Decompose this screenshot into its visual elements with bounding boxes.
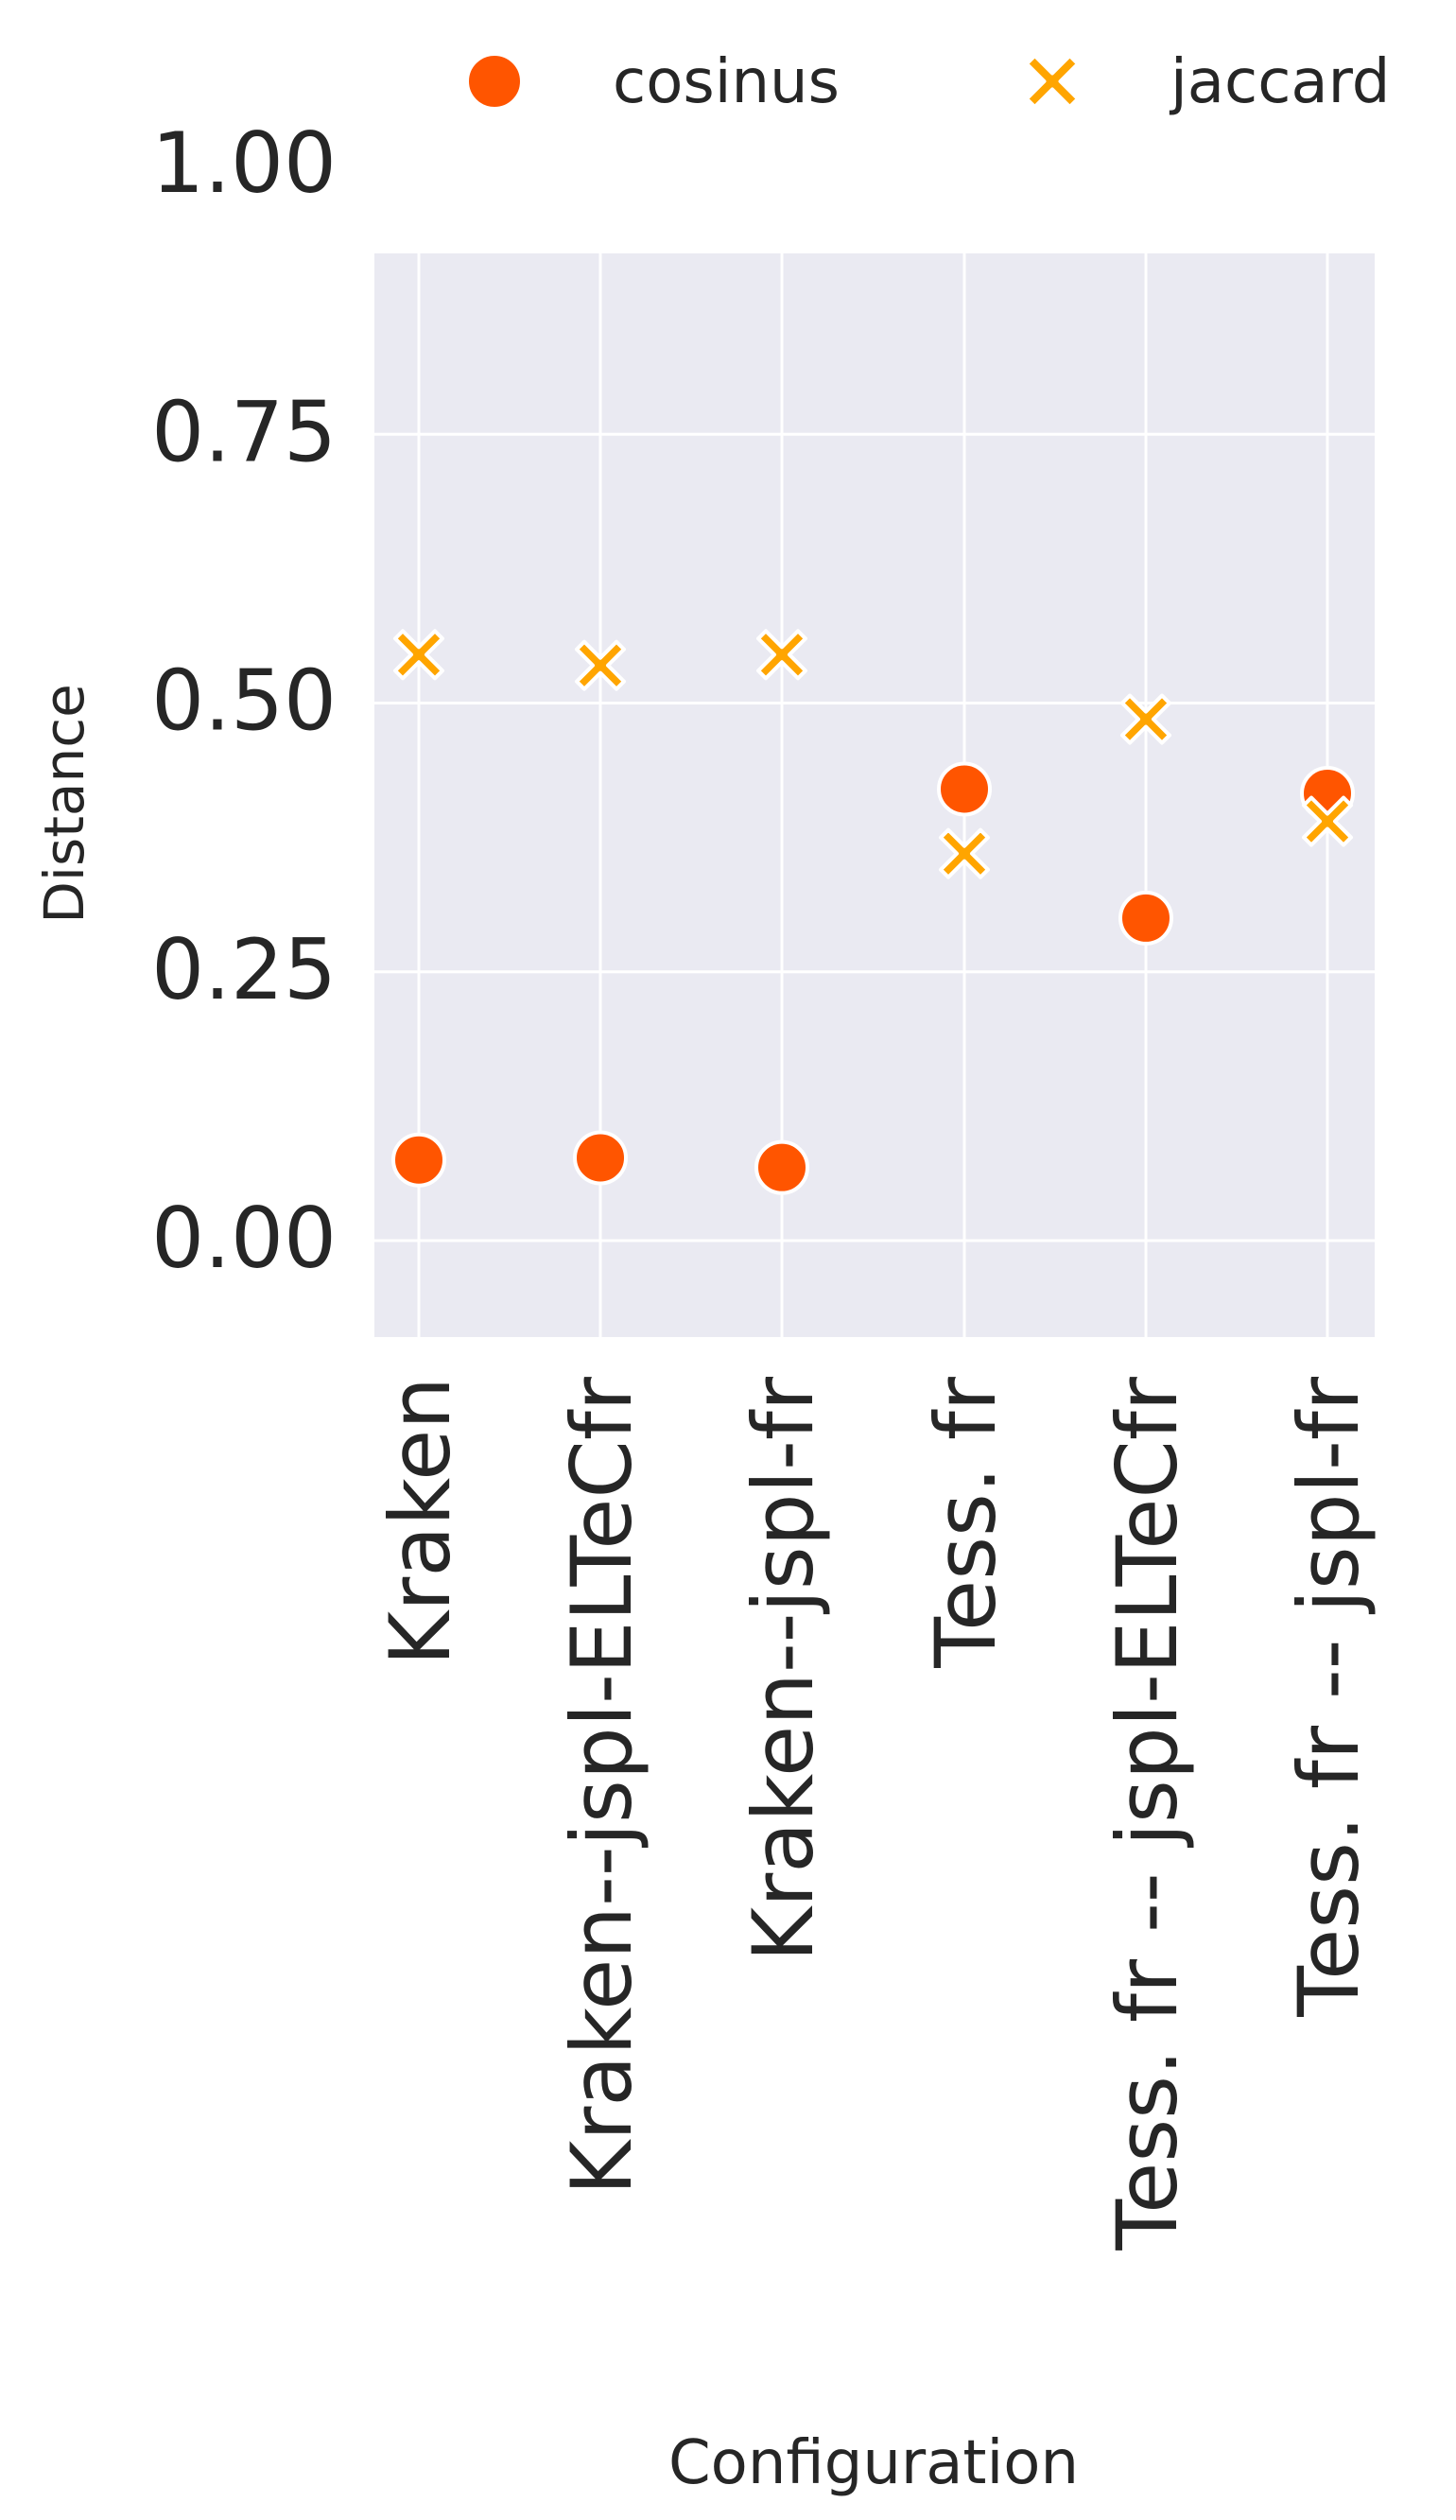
jaccard-point xyxy=(575,639,626,691)
x-tick-label: Tess. fr -- jspl-fr xyxy=(1280,1376,1378,2018)
cosinus-point xyxy=(937,761,992,817)
legend-cosinus-label: cosinus xyxy=(613,47,840,117)
x-axis-label: Configuration xyxy=(668,2428,1079,2498)
jaccard-point xyxy=(393,629,444,681)
jaccard-point xyxy=(939,827,990,879)
y-axis-label: Distance xyxy=(32,684,96,924)
jaccard-point xyxy=(756,629,807,681)
legend-jaccard-marker xyxy=(1025,54,1080,109)
jaccard-point xyxy=(1120,693,1171,745)
y-tick-label: 0.75 xyxy=(151,383,337,480)
y-tick-label: 0.50 xyxy=(151,652,337,750)
grid-lines xyxy=(374,253,1375,1337)
cosinus-point xyxy=(754,1139,809,1195)
x-tick-label: Kraken--jspl-ELTeCfr xyxy=(553,1376,650,2195)
x-tick-label: Kraken--jspl-fr xyxy=(735,1376,832,1961)
cosinus-point xyxy=(573,1130,628,1186)
plot-area xyxy=(374,253,1375,1337)
y-tick-label: 0.00 xyxy=(151,1190,337,1287)
y-tick-label: 0.25 xyxy=(151,921,337,1018)
data-points xyxy=(391,629,1355,1195)
cosinus-point xyxy=(391,1132,446,1188)
x-tick-label: Tess. fr xyxy=(917,1376,1014,1669)
x-tick-label: Kraken xyxy=(372,1377,469,1666)
y-axis-ticks: 0.00 0.25 0.50 0.75 1.00 xyxy=(151,114,337,1287)
jaccard-point xyxy=(1302,795,1353,847)
x-axis-ticks: Kraken Kraken--jspl-ELTeCfr Kraken--jspl-f… xyxy=(372,1376,1378,2251)
legend: cosinus jaccard xyxy=(465,47,1390,117)
cosinus-point xyxy=(1118,890,1173,946)
x-tick-label: Tess. fr -- jspl-ELTeCfr xyxy=(1099,1376,1196,2251)
legend-cosinus-marker xyxy=(465,52,524,111)
y-tick-label: 1.00 xyxy=(151,114,337,212)
legend-jaccard-label: jaccard xyxy=(1169,47,1390,117)
